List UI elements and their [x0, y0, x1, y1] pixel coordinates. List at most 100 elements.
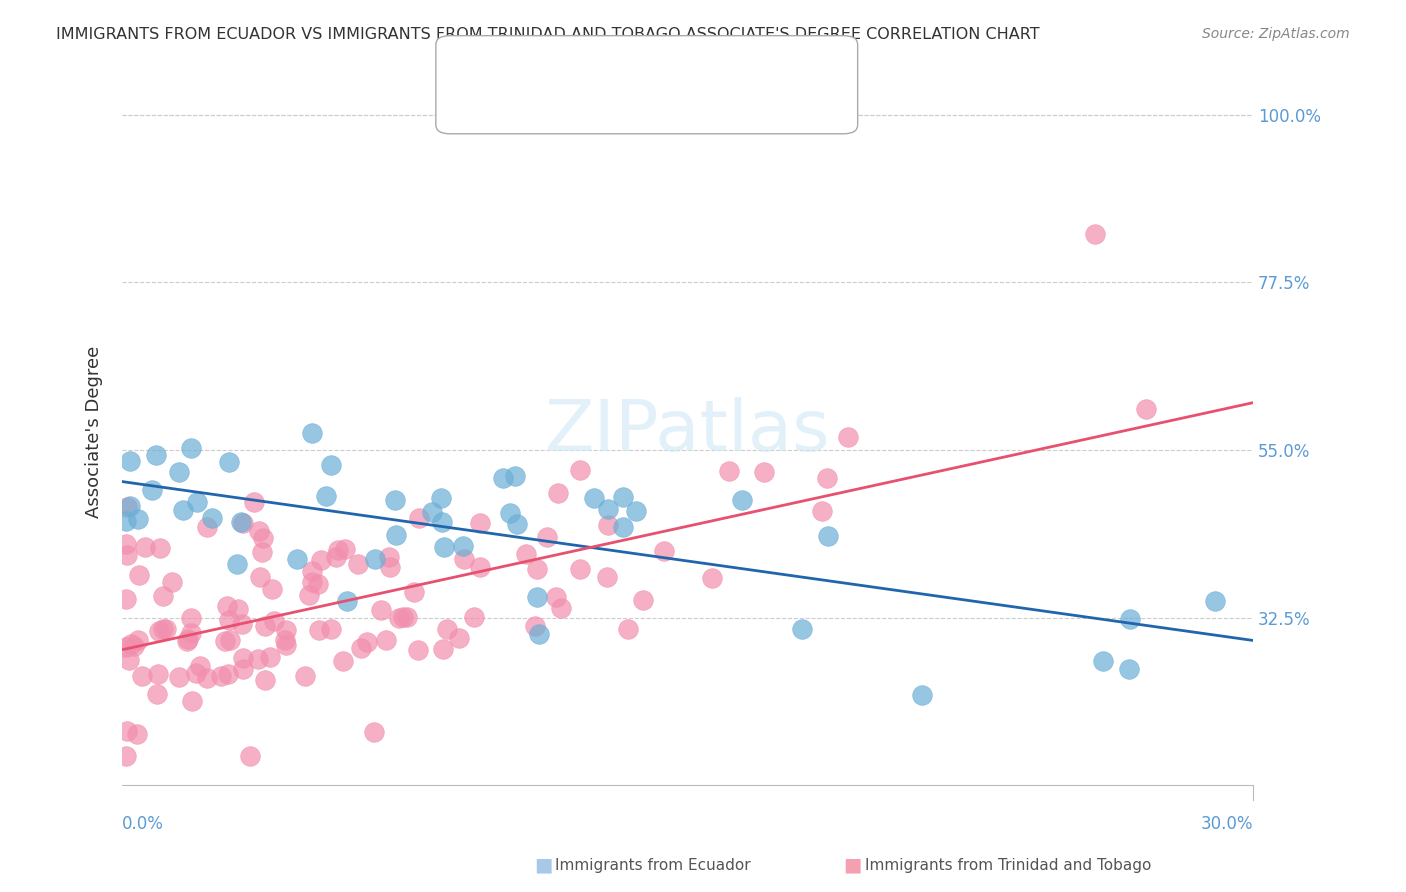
Point — [717, 463, 740, 477]
Point — [332, 654, 354, 668]
Point — [408, 511, 430, 525]
Point — [526, 562, 548, 576]
Point — [176, 634, 198, 648]
Point — [254, 673, 277, 687]
Point — [229, 515, 252, 529]
Point — [218, 632, 240, 647]
Text: R =: R = — [485, 54, 519, 69]
Point — [595, 570, 617, 584]
Point — [118, 653, 141, 667]
Point — [550, 601, 572, 615]
Point — [246, 652, 269, 666]
Point — [114, 537, 136, 551]
Point — [155, 622, 177, 636]
Point — [430, 491, 453, 505]
Point — [274, 632, 297, 647]
Point — [430, 515, 453, 529]
Point — [326, 543, 349, 558]
Point — [149, 541, 172, 555]
Point — [252, 545, 274, 559]
Point — [115, 723, 138, 738]
Text: Immigrants from Ecuador: Immigrants from Ecuador — [555, 858, 751, 872]
Point — [754, 465, 776, 479]
Point — [505, 516, 527, 531]
Point — [118, 500, 141, 514]
Point — [1091, 654, 1114, 668]
Point — [301, 425, 323, 440]
Point — [309, 553, 332, 567]
Point — [186, 495, 208, 509]
Text: N =: N = — [567, 54, 610, 69]
Point — [114, 640, 136, 654]
Point — [515, 547, 537, 561]
Point — [523, 618, 546, 632]
Point — [215, 599, 238, 614]
Point — [384, 527, 406, 541]
Point — [453, 552, 475, 566]
Point — [263, 614, 285, 628]
Point — [146, 687, 169, 701]
Text: IMMIGRANTS FROM ECUADOR VS IMMIGRANTS FROM TRINIDAD AND TOBAGO ASSOCIATE'S DEGRE: IMMIGRANTS FROM ECUADOR VS IMMIGRANTS FR… — [56, 27, 1040, 42]
Point — [218, 455, 240, 469]
Point — [526, 590, 548, 604]
Point — [114, 748, 136, 763]
Point — [536, 529, 558, 543]
Point — [114, 592, 136, 607]
Point — [122, 640, 145, 654]
Point — [249, 570, 271, 584]
Point — [406, 643, 429, 657]
Point — [1324, 440, 1347, 454]
Point — [631, 593, 654, 607]
Point — [433, 540, 456, 554]
Point — [148, 624, 170, 638]
Point — [527, 626, 550, 640]
Point — [172, 503, 194, 517]
Text: Immigrants from Trinidad and Tobago: Immigrants from Trinidad and Tobago — [865, 858, 1152, 872]
Point — [232, 516, 254, 530]
Point — [546, 590, 568, 604]
Point — [217, 666, 239, 681]
Point — [815, 471, 838, 485]
Point — [120, 637, 142, 651]
Point — [321, 458, 343, 472]
Point — [201, 510, 224, 524]
Point — [492, 470, 515, 484]
Point — [120, 454, 142, 468]
Point — [568, 463, 591, 477]
Point — [226, 602, 249, 616]
Point — [375, 633, 398, 648]
Point — [127, 633, 149, 648]
Point — [468, 516, 491, 530]
Text: ■: ■ — [467, 92, 485, 111]
Point — [1204, 594, 1226, 608]
Point — [396, 609, 419, 624]
Point — [432, 641, 454, 656]
Point — [436, 622, 458, 636]
Text: 0.341: 0.341 — [513, 92, 572, 107]
Point — [152, 622, 174, 636]
Point — [114, 514, 136, 528]
Point — [232, 650, 254, 665]
Text: Source: ZipAtlas.com: Source: ZipAtlas.com — [1202, 27, 1350, 41]
Point — [547, 485, 569, 500]
Point — [731, 493, 754, 508]
Point — [148, 666, 170, 681]
Point — [350, 640, 373, 655]
Point — [702, 571, 724, 585]
Text: R =: R = — [485, 92, 519, 107]
Text: N =: N = — [567, 92, 610, 107]
Point — [252, 531, 274, 545]
Point — [195, 520, 218, 534]
Point — [145, 448, 167, 462]
Point — [346, 558, 368, 572]
Point — [612, 519, 634, 533]
Point — [356, 635, 378, 649]
Point — [180, 611, 202, 625]
Point — [837, 430, 859, 444]
Point — [131, 669, 153, 683]
Point — [616, 622, 638, 636]
Point — [177, 632, 200, 647]
Text: ■: ■ — [534, 855, 553, 875]
Point — [243, 495, 266, 509]
Point — [274, 638, 297, 652]
